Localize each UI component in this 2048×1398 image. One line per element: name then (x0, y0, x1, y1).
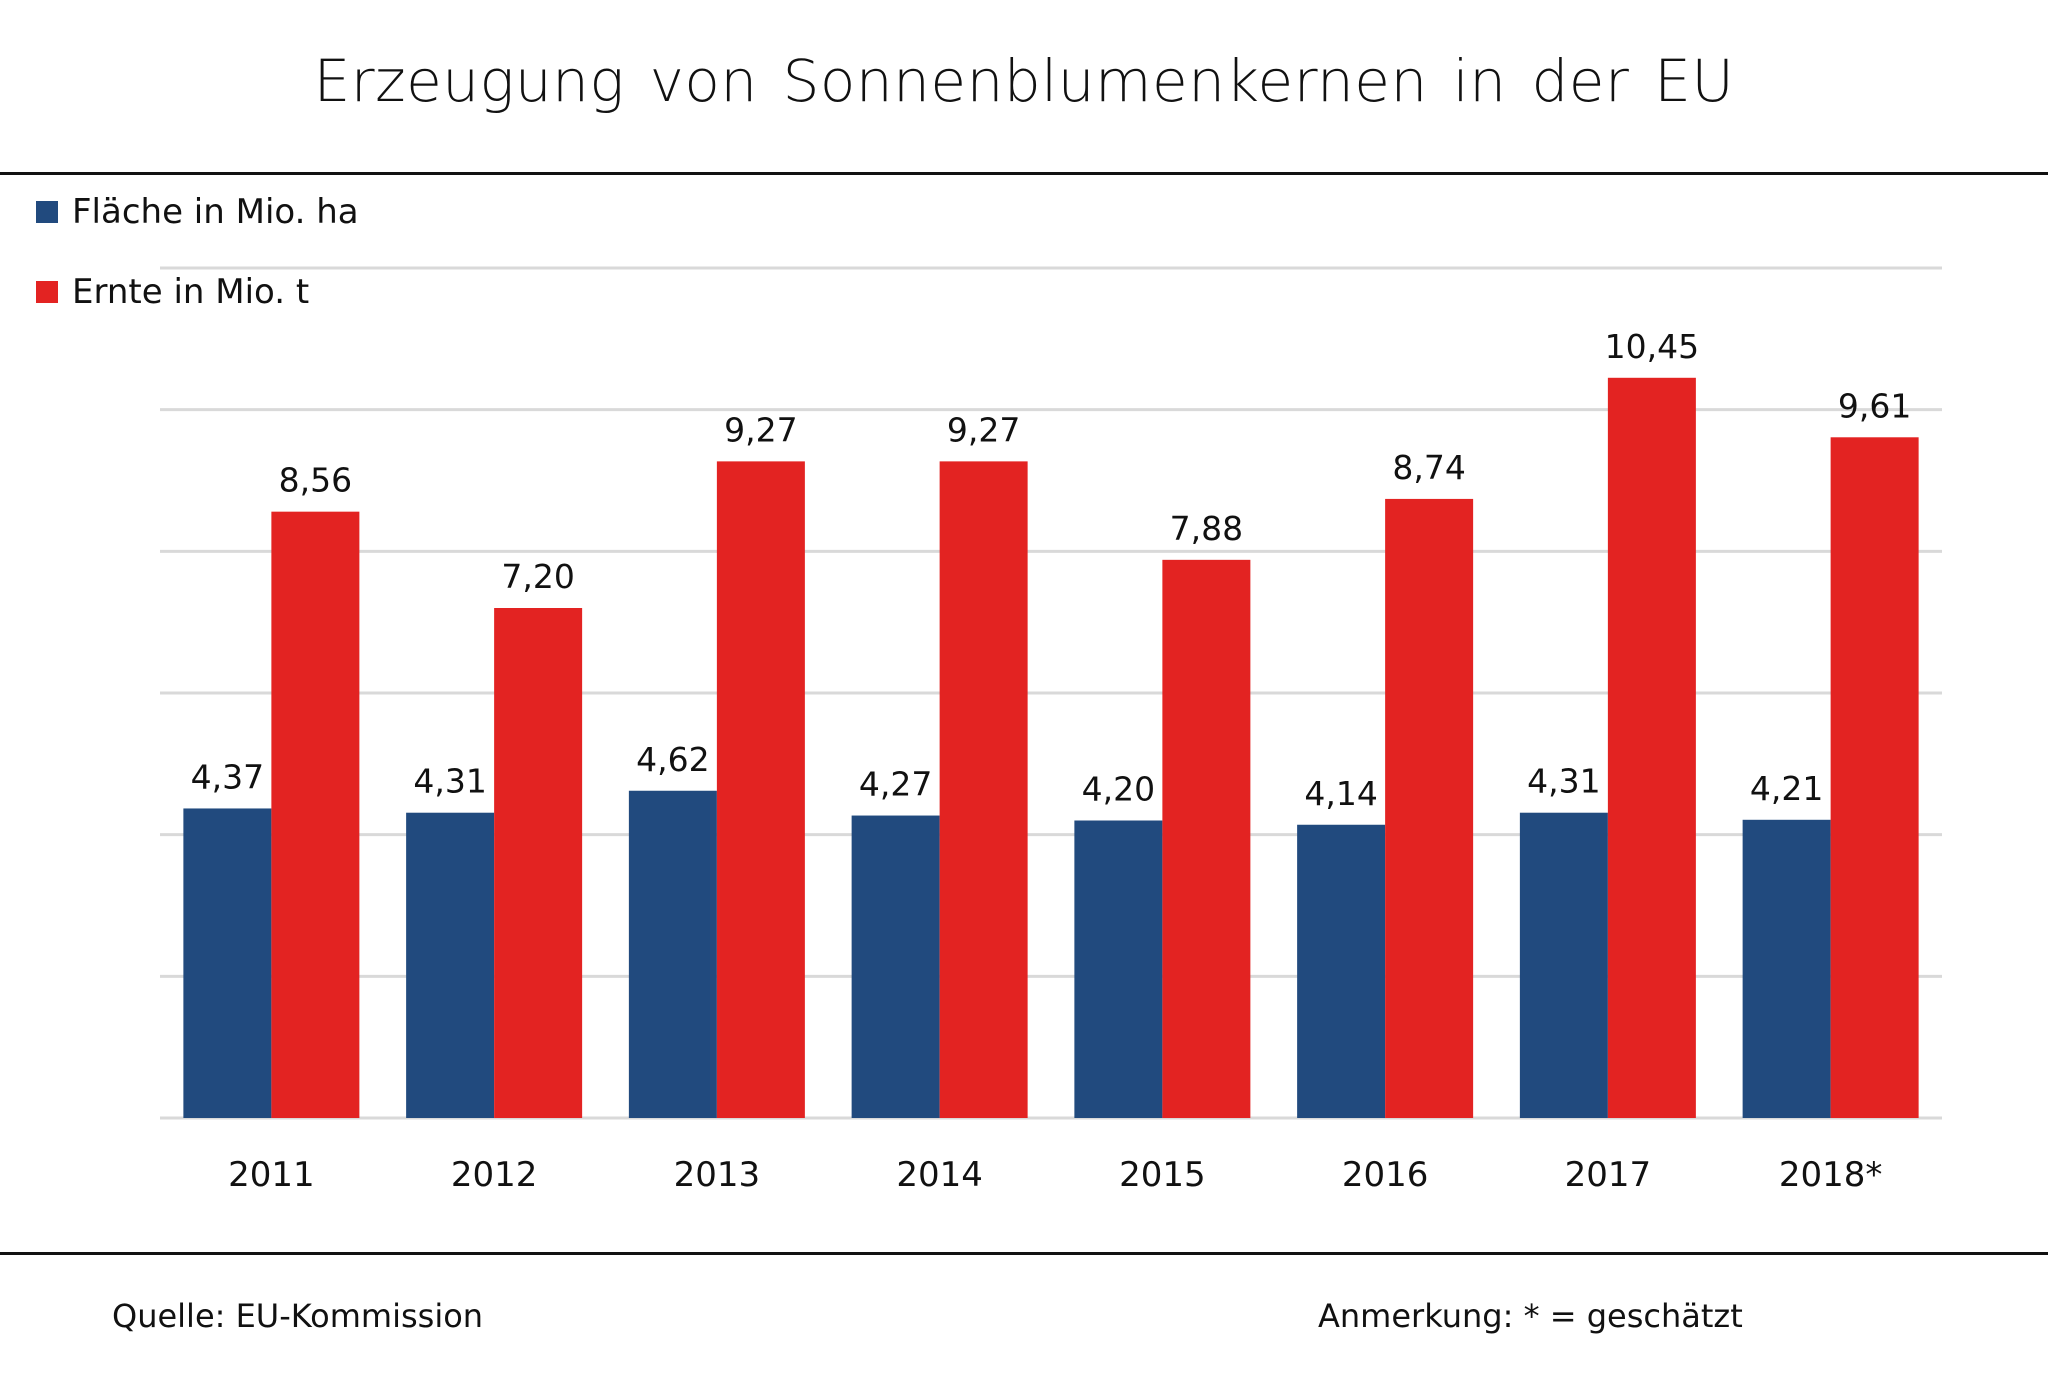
bar-ernte-2015 (1162, 559, 1251, 1118)
bar-flaeche-2013 (628, 790, 717, 1118)
estimate-note: Anmerkung: * = geschätzt (1318, 1297, 1743, 1335)
bar-flaeche-2015 (1074, 820, 1163, 1118)
bar-flaeche-2017 (1519, 812, 1608, 1118)
x-tick-label: 2012 (451, 1155, 538, 1195)
data-label-flaeche-2013: 4,62 (636, 740, 709, 779)
data-label-ernte-2012: 7,20 (501, 557, 574, 596)
data-label-ernte-2018: 9,61 (1838, 386, 1911, 425)
bar-ernte-2017 (1607, 377, 1696, 1119)
legend-item-flaeche: Fläche in Mio. ha (36, 192, 359, 232)
bar-ernte-2012 (494, 608, 583, 1118)
bar-ernte-2014 (939, 461, 1028, 1118)
data-label-flaeche-2012: 4,31 (413, 762, 486, 801)
bar-flaeche-2018 (1742, 819, 1831, 1118)
bar-flaeche-2012 (406, 812, 495, 1118)
bars (183, 377, 1919, 1119)
data-label-ernte-2013: 9,27 (724, 410, 797, 449)
data-label-ernte-2016: 8,74 (1392, 448, 1465, 487)
x-tick-label: 2014 (896, 1155, 983, 1195)
data-label-ernte-2014: 9,27 (947, 410, 1020, 449)
legend-swatch-flaeche (36, 201, 58, 223)
data-label-ernte-2017: 10,45 (1605, 327, 1699, 366)
chart-title: Erzeugung von Sonnenblumenkernen in der … (313, 47, 1735, 115)
x-tick-label: 2018* (1779, 1155, 1883, 1195)
data-label-flaeche-2016: 4,14 (1304, 774, 1377, 813)
data-labels: 4,37 8,56 4,31 7,20 4,62 9,27 4,27 9,27 4,20 7,88… (191, 327, 1912, 813)
x-tick-label: 2013 (674, 1155, 761, 1195)
x-tick-label: 2016 (1342, 1155, 1429, 1195)
x-tick-label: 2017 (1565, 1155, 1652, 1195)
data-label-ernte-2015: 7,88 (1170, 509, 1243, 548)
legend-item-ernte: Ernte in Mio. t (36, 272, 359, 312)
top-divider (0, 172, 2048, 175)
bar-flaeche-2014 (851, 815, 940, 1118)
bottom-divider (0, 1252, 2048, 1255)
bar-ernte-2018 (1830, 437, 1919, 1119)
source-note: Quelle: EU-Kommission (112, 1297, 484, 1335)
data-label-flaeche-2015: 4,20 (1082, 770, 1155, 809)
legend-label-ernte: Ernte in Mio. t (72, 272, 310, 312)
bar-flaeche-2011 (183, 808, 272, 1118)
x-axis-tick-labels: 2011 2012 2013 2014 2015 2016 2017 2018* (228, 1155, 1882, 1195)
bar-ernte-2013 (716, 461, 805, 1118)
legend: Fläche in Mio. ha Ernte in Mio. t (36, 192, 359, 352)
data-label-flaeche-2011: 4,37 (191, 757, 264, 796)
bar-ernte-2016 (1385, 498, 1474, 1119)
data-label-flaeche-2017: 4,31 (1527, 762, 1600, 801)
bar-ernte-2011 (271, 511, 360, 1119)
x-tick-label: 2015 (1119, 1155, 1206, 1195)
data-label-flaeche-2018: 4,21 (1750, 769, 1823, 808)
bar-flaeche-2016 (1297, 824, 1386, 1118)
legend-swatch-ernte (36, 281, 58, 303)
data-label-flaeche-2014: 4,27 (859, 765, 932, 804)
data-label-ernte-2011: 8,56 (279, 461, 352, 500)
legend-label-flaeche: Fläche in Mio. ha (72, 192, 359, 232)
x-tick-label: 2011 (228, 1155, 315, 1195)
